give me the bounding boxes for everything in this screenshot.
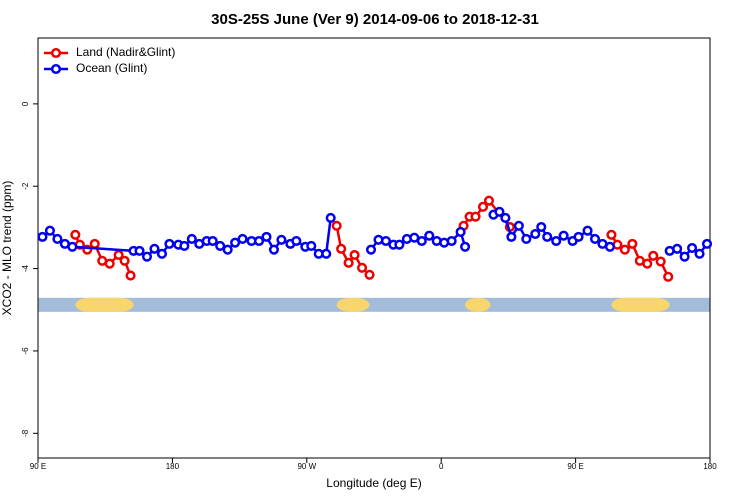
data-point [627, 238, 638, 249]
data-point [230, 237, 241, 248]
data-point [380, 235, 391, 247]
data-point [500, 212, 511, 223]
data-point [655, 256, 666, 267]
data-point [276, 234, 287, 245]
land-band [465, 297, 491, 312]
data-point [455, 226, 466, 237]
data-point [119, 255, 130, 266]
data-point [134, 245, 145, 256]
data-point [321, 248, 332, 259]
legend-marker [50, 47, 62, 59]
data-point [325, 212, 336, 223]
data-point [494, 206, 505, 217]
data-point [67, 241, 78, 252]
x-axis-label: Longitude (deg E) [326, 476, 421, 490]
data-point [237, 233, 248, 244]
data-point [364, 269, 375, 280]
x-tick-label: 90 W [297, 462, 316, 471]
legend-label: Land (Nadir&Glint) [76, 45, 175, 59]
data-point [343, 257, 354, 268]
ocean-band [38, 297, 710, 312]
data-point [253, 235, 265, 247]
x-tick-label: 180 [703, 462, 717, 471]
data-point [606, 229, 617, 240]
data-point [37, 231, 48, 242]
data-point [701, 238, 713, 249]
data-point [215, 240, 226, 251]
x-tick-label: 0 [439, 462, 444, 471]
data-point [156, 248, 167, 259]
data-point [207, 235, 218, 247]
data-point [542, 231, 553, 242]
data-point [521, 233, 532, 244]
data-point [573, 231, 584, 242]
data-point [394, 239, 405, 250]
data-point [672, 243, 683, 254]
data-point [687, 242, 698, 254]
land-band [336, 297, 370, 312]
x-tick-label: 180 [166, 462, 180, 471]
data-point [648, 250, 659, 261]
data-point [446, 235, 457, 247]
y-tick-label: -2 [21, 182, 30, 190]
data-point [291, 235, 302, 247]
x-tick-label: 90 E [567, 462, 583, 471]
data-point [222, 244, 233, 255]
land-band [75, 297, 134, 312]
legend-marker [50, 63, 62, 75]
data-point [331, 220, 342, 231]
y-tick-label: -4 [21, 264, 30, 272]
data-point [642, 258, 653, 269]
data-point [261, 231, 272, 242]
plot-frame [37, 37, 711, 459]
data-point [506, 231, 517, 242]
land-band [611, 297, 670, 312]
data-point [164, 238, 175, 249]
data-point [179, 240, 190, 251]
data-point [604, 241, 615, 252]
y-tick-label: -8 [21, 429, 30, 437]
data-point [513, 220, 524, 231]
data-point [104, 258, 115, 269]
data-point [44, 225, 55, 236]
data-point [694, 248, 705, 259]
data-point [306, 240, 317, 251]
chart-title: 30S-25S June (Ver 9) 2014-09-06 to 2018-… [211, 11, 539, 28]
data-point [558, 230, 569, 241]
data-point [149, 243, 160, 254]
y-tick-label: -6 [21, 347, 30, 355]
data-point [483, 195, 495, 206]
data-point [679, 251, 690, 262]
data-point [141, 251, 153, 262]
data-point [125, 270, 136, 281]
data-point [619, 244, 630, 255]
y-tick-label: 0 [21, 101, 30, 106]
data-point [424, 230, 435, 241]
data-point [551, 235, 562, 247]
data-point [470, 211, 481, 222]
data-point [416, 235, 427, 247]
data-point [52, 233, 63, 244]
data-point [460, 241, 471, 252]
data-point [530, 228, 541, 240]
data-point [70, 229, 81, 240]
data-point [582, 225, 593, 236]
data-point [536, 221, 547, 233]
y-axis-label: XCO2 - MLO trend (ppm) [0, 181, 14, 316]
data-point [663, 271, 674, 282]
x-tick-label: 90 E [30, 462, 46, 471]
legend-label: Ocean (Glint) [76, 61, 147, 75]
data-point [186, 233, 197, 244]
data-point [477, 201, 489, 212]
data-point [113, 249, 124, 261]
data-point [349, 249, 360, 261]
data-point [336, 243, 347, 254]
data-point [357, 262, 368, 273]
data-point [89, 238, 100, 249]
data-point [268, 244, 279, 255]
data-point [589, 233, 601, 244]
data-point [365, 244, 377, 255]
